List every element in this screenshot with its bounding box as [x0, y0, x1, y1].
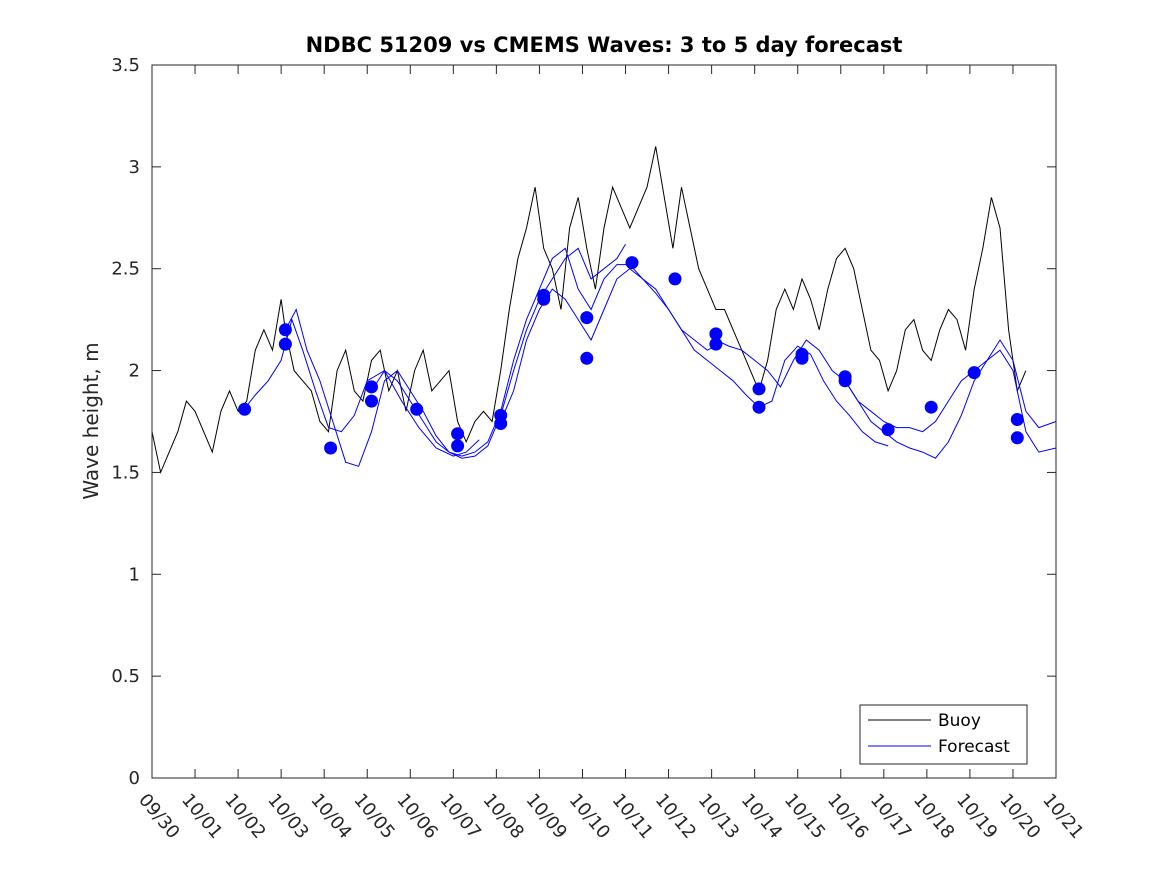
- y-tick-label: 1.5: [111, 462, 140, 483]
- forecast-start-marker: [365, 394, 378, 408]
- chart-title: NDBC 51209 vs CMEMS Waves: 3 to 5 day fo…: [306, 33, 903, 57]
- forecast-start-marker: [494, 417, 508, 430]
- forecast-start-marker: [365, 380, 378, 394]
- forecast-start-marker: [451, 439, 465, 453]
- forecast-start-marker: [451, 427, 465, 441]
- forecast-start-marker: [278, 323, 292, 337]
- y-tick-label: 0.5: [111, 666, 140, 687]
- legend-buoy-label: Buoy: [938, 711, 981, 731]
- forecast-start-marker: [668, 272, 682, 286]
- forecast-start-marker: [752, 382, 766, 396]
- forecast-series-line: [715, 339, 1057, 433]
- plot-area: [152, 65, 1056, 778]
- forecast-start-marker: [1010, 431, 1024, 445]
- forecast-start-marker: [967, 366, 981, 380]
- forecast-start-marker: [238, 402, 252, 416]
- y-tick-label: 1: [129, 564, 140, 585]
- forecast-start-marker: [580, 311, 594, 325]
- forecast-start-marker: [625, 256, 639, 270]
- buoy-series-line: [151, 146, 1027, 475]
- forecast-start-marker: [709, 337, 723, 351]
- forecast-start-marker: [278, 337, 292, 351]
- series-layer: [151, 146, 1057, 475]
- forecast-start-marker: [924, 400, 938, 414]
- forecast-start-marker: [795, 351, 809, 365]
- legend-box: [859, 704, 1028, 765]
- legend-forecast-label: Forecast: [938, 737, 1010, 757]
- forecast-series-line: [371, 247, 717, 457]
- forecast-series-line: [284, 244, 626, 467]
- forecast-start-marker: [881, 423, 895, 437]
- marker-layer: [238, 256, 1024, 455]
- y-tick-label: 3: [129, 157, 140, 178]
- forecast-series-line: [242, 317, 480, 457]
- axes-box: [151, 64, 1057, 779]
- forecast-series-line: [844, 349, 1057, 459]
- forecast-start-marker: [580, 351, 594, 365]
- y-tick-label: 2.5: [111, 259, 140, 280]
- forecast-start-marker: [1010, 413, 1024, 426]
- forecast-start-marker: [709, 327, 723, 341]
- forecast-start-marker: [752, 400, 766, 414]
- forecast-start-marker: [324, 441, 338, 455]
- y-axis-label: Wave height, m: [79, 342, 103, 499]
- y-tick-label: 0: [129, 768, 140, 789]
- y-tick-label: 3.5: [111, 55, 140, 76]
- forecast-series-line: [500, 268, 889, 447]
- forecast-start-marker: [410, 402, 424, 416]
- legend: Buoy Forecast: [859, 704, 1028, 765]
- y-tick-label: 2: [129, 361, 140, 382]
- forecast-start-marker: [838, 374, 852, 388]
- forecast-start-marker: [537, 292, 551, 306]
